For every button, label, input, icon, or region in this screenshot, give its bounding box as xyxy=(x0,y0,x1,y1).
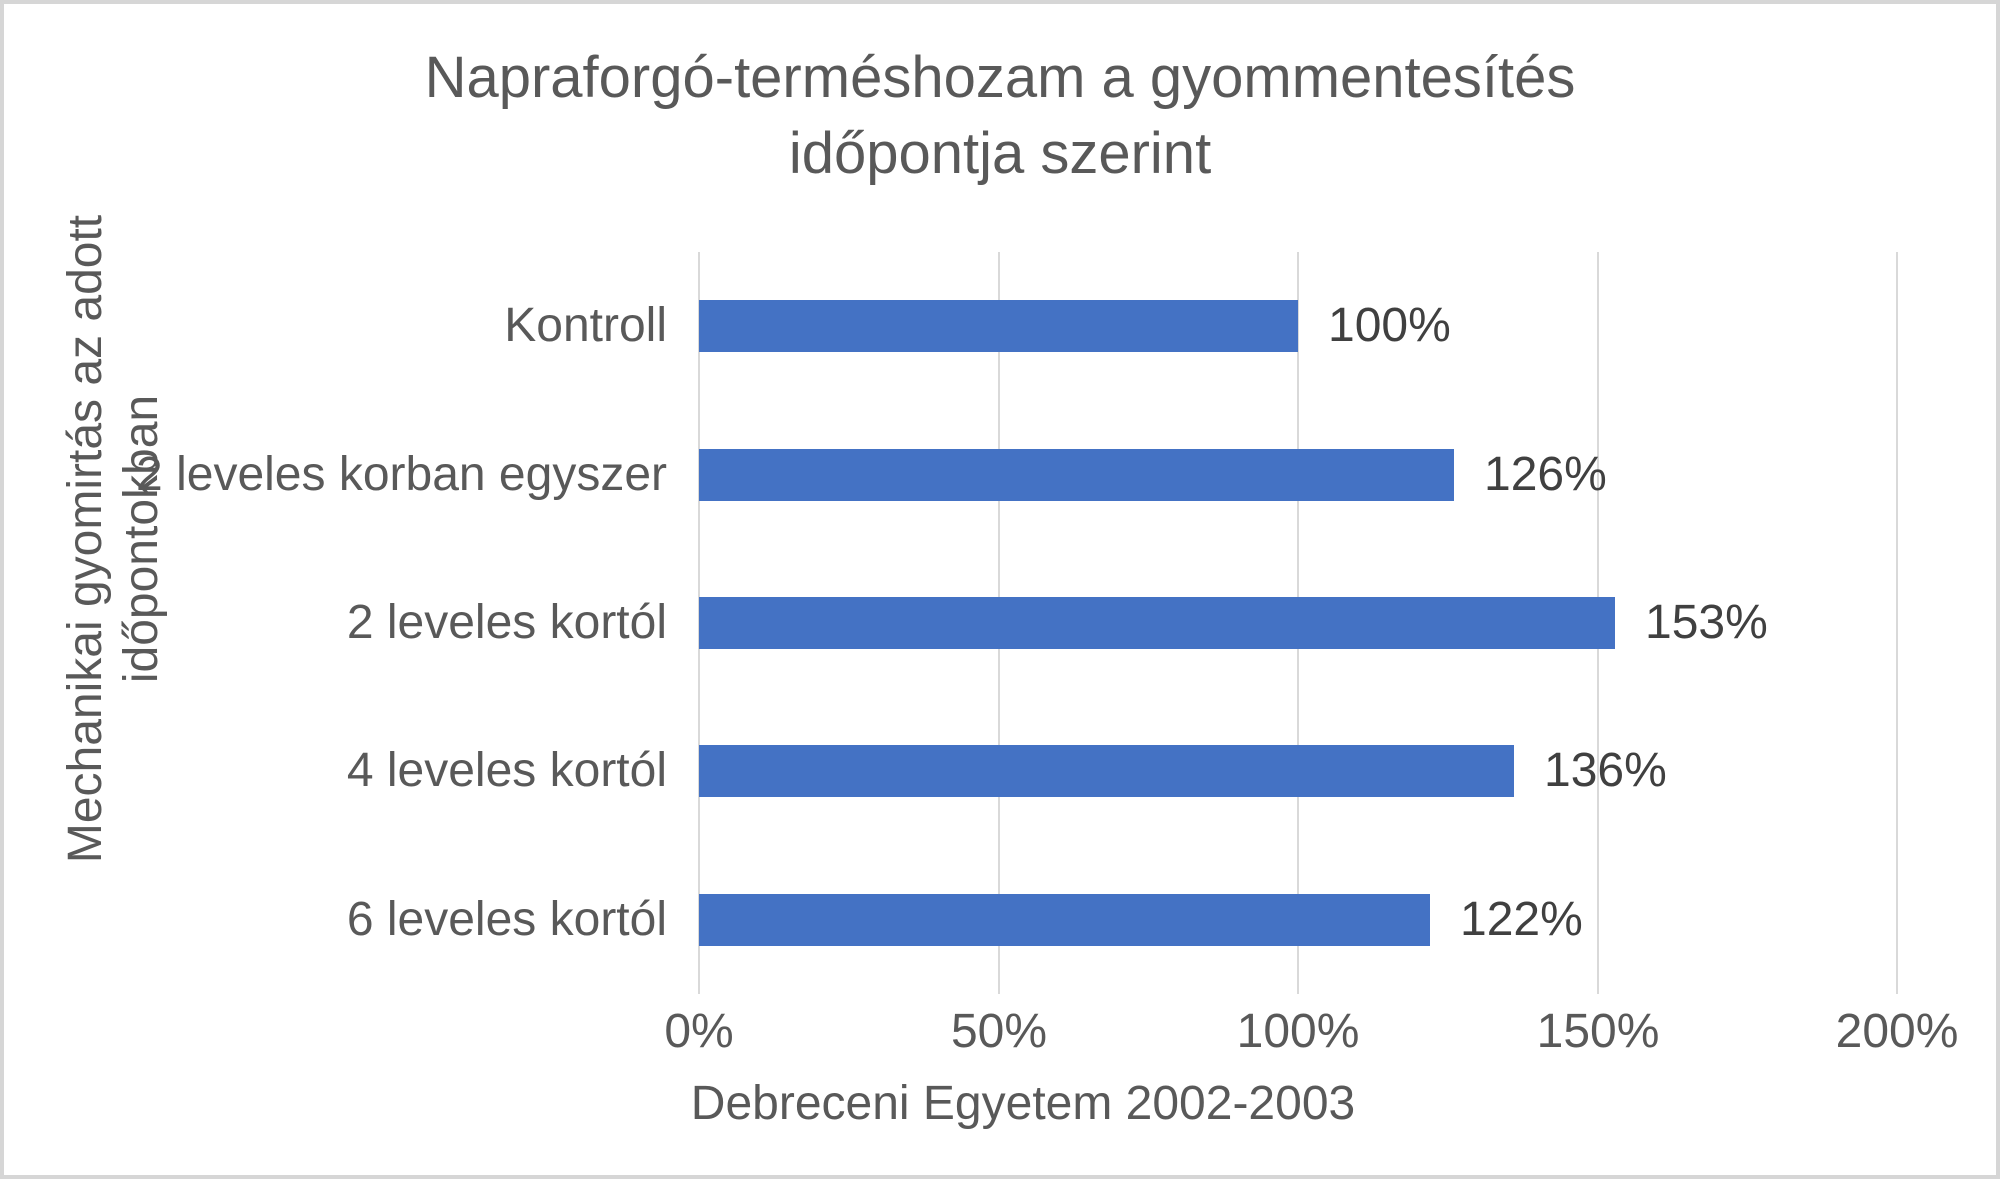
data-label: 122% xyxy=(1460,893,1583,946)
x-axis-title: Debreceni Egyetem 2002-2003 xyxy=(690,1077,1356,1130)
data-label: 136% xyxy=(1544,744,1667,797)
x-tick-label: 50% xyxy=(950,1005,1048,1058)
bar xyxy=(699,449,1454,501)
bar xyxy=(699,894,1430,946)
category-label: 4 leveles kortól xyxy=(346,744,667,797)
category-label: 2 leveles korban egyszer xyxy=(136,448,667,501)
x-tick-label: 100% xyxy=(1236,1005,1360,1058)
category-label: Kontroll xyxy=(504,299,667,352)
category-axis-labels: Kontroll 2 leveles korban egyszer 2 levele… xyxy=(4,4,667,1175)
x-tick-label: 0% xyxy=(664,1005,734,1058)
bar xyxy=(699,597,1615,649)
chart-title: Napraforgó-terméshozam a gyommentesítés … xyxy=(200,40,1800,192)
bar xyxy=(699,745,1514,797)
category-label: 6 leveles kortól xyxy=(346,893,667,946)
category-label: 2 leveles kortól xyxy=(346,596,667,649)
chart-title-line1: Napraforgó-terméshozam a gyommentesítés xyxy=(424,45,1576,110)
data-label: 153% xyxy=(1645,596,1768,649)
data-label: 126% xyxy=(1484,448,1607,501)
x-tick-label: 200% xyxy=(1835,1005,1959,1058)
gridline xyxy=(1896,252,1898,994)
plot-area: 100% 126% 153% 136% 122% xyxy=(698,252,1898,994)
chart-title-line2: időpontja szerint xyxy=(788,121,1212,186)
bar xyxy=(699,300,1298,352)
x-tick-label: 150% xyxy=(1536,1005,1660,1058)
x-axis-tick-labels: 0% 50% 100% 150% 200% xyxy=(664,1005,1958,1066)
data-label: 100% xyxy=(1328,299,1451,352)
